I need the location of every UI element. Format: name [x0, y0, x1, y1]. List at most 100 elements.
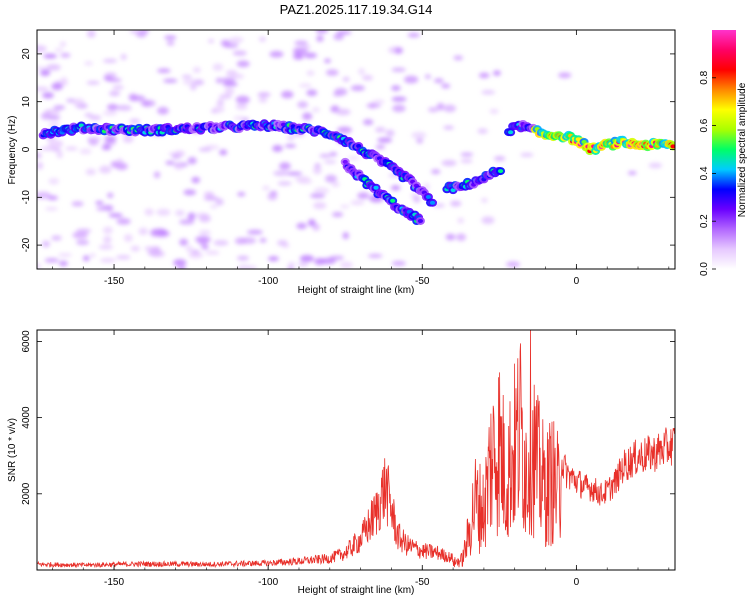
heatmap-speckle: [224, 87, 235, 95]
heatmap-speckle: [138, 30, 150, 34]
heatmap-speckle: [230, 73, 245, 80]
heatmap-speckle: [286, 171, 303, 176]
heatmap-speckle: [453, 55, 464, 61]
snr-x-tick-label: -50: [415, 577, 430, 588]
heatmap-speckle: [117, 106, 132, 112]
heatmap-speckle: [350, 85, 365, 92]
heatmap-speckle: [144, 208, 154, 216]
heatmap-speckle: [51, 235, 62, 241]
heatmap-background-speckle: [37, 30, 663, 269]
heatmap-speckle: [76, 228, 92, 234]
heatmap-speckle: [163, 78, 178, 83]
heatmap-speckle: [88, 141, 99, 146]
heatmap-speckle: [84, 61, 93, 66]
snr-panel: -150 -100 -50 0 2000 4000 6000 Height of stra…: [7, 329, 676, 596]
heatmap-speckle: [107, 192, 114, 199]
heatmap-speckle: [331, 181, 340, 188]
heatmap-speckle: [272, 144, 283, 152]
heatmap-speckle: [86, 30, 96, 38]
heatmap-speckle: [86, 80, 100, 85]
spectrogram-y-tick-label: 10: [21, 96, 32, 108]
heatmap-speckle: [299, 255, 314, 263]
heatmap-speckle: [212, 63, 224, 71]
heatmap-speckle: [76, 239, 90, 245]
heatmap-speckle: [215, 77, 223, 84]
heatmap-speckle: [259, 238, 267, 243]
heatmap-speckle: [258, 96, 268, 103]
heatmap-speckle: [259, 36, 266, 42]
heatmap-speckle: [342, 76, 350, 82]
colorbar-tick-label: 0.8: [699, 70, 710, 84]
colorbar-ticks: 0.0 0.2 0.4 0.6 0.8: [699, 70, 716, 276]
heatmap-speckle: [103, 236, 112, 244]
spectrogram-y-tick-label: -20: [21, 237, 32, 252]
heatmap-speckle: [301, 45, 311, 50]
heatmap-speckle: [235, 103, 248, 111]
heatmap-speckle: [201, 245, 209, 250]
colorbar-gradient: [712, 30, 736, 269]
heatmap-speckle: [208, 38, 215, 44]
heatmap-speckle: [234, 237, 247, 245]
heatmap-speckle: [174, 150, 186, 157]
heatmap-speckle: [120, 53, 127, 61]
heatmap-speckle: [277, 239, 288, 246]
heatmap-ridge-core: [425, 194, 432, 199]
heatmap-speckle: [190, 83, 197, 91]
heatmap-speckle: [179, 238, 189, 246]
heatmap-speckle: [95, 200, 104, 205]
heatmap-speckle: [391, 67, 406, 72]
heatmap-speckle: [164, 35, 177, 40]
heatmap-speckle: [185, 245, 194, 253]
heatmap-speckle: [44, 258, 59, 263]
heatmap-speckle: [192, 66, 201, 73]
heatmap-speckle: [220, 39, 231, 47]
heatmap-speckle: [558, 72, 572, 79]
heatmap-speckle: [221, 77, 236, 84]
heatmap-speckle: [297, 101, 309, 109]
heatmap-speckle: [340, 204, 350, 209]
heatmap-speckle: [37, 162, 43, 170]
heatmap-speckle: [337, 126, 352, 134]
heatmap-speckle: [41, 240, 51, 248]
heatmap-speckle: [306, 89, 318, 97]
heatmap-speckle: [198, 238, 209, 246]
heatmap-speckle: [213, 105, 225, 113]
heatmap-speckle: [72, 231, 88, 239]
spectrogram-x-ticks: -150 -100 -50 0: [52, 30, 670, 287]
heatmap-speckle: [489, 108, 499, 114]
heatmap-speckle: [325, 174, 337, 183]
colorbar-tick-label: 0.6: [699, 118, 710, 132]
heatmap-speckle: [299, 83, 312, 88]
heatmap-speckle: [101, 144, 112, 151]
heatmap-speckle: [106, 78, 122, 82]
snr-y-ticks: 2000 4000 6000: [21, 330, 675, 505]
spectrogram-x-tick-label: -100: [258, 276, 278, 287]
spectrogram-x-tick-label: 0: [574, 276, 580, 287]
heatmap-speckle: [377, 137, 393, 143]
heatmap-speckle: [269, 50, 284, 58]
heatmap-speckle: [246, 229, 263, 235]
heatmap-speckle: [40, 69, 51, 77]
heatmap-speckle: [403, 75, 419, 84]
heatmap-speckle: [294, 40, 308, 46]
heatmap-speckle: [116, 218, 131, 225]
heatmap-speckle: [287, 135, 295, 141]
heatmap-speckle: [237, 192, 246, 197]
heatmap-speckle: [109, 90, 121, 97]
heatmap-speckle: [455, 233, 467, 241]
heatmap-speckle: [441, 159, 457, 167]
heatmap-speckle: [60, 77, 68, 84]
heatmap-speckle: [334, 88, 348, 96]
snr-xlabel: Height of straight line (km): [298, 585, 415, 596]
snr-y-tick-label: 4000: [21, 406, 32, 429]
heatmap-speckle: [390, 185, 401, 191]
heatmap-speckle: [153, 171, 161, 179]
heatmap-speckle: [323, 159, 337, 164]
heatmap-speckle: [306, 70, 315, 76]
heatmap-speckle: [257, 92, 271, 97]
heatmap-speckle: [450, 200, 462, 207]
heatmap-speckle: [313, 166, 322, 175]
heatmap-speckle: [391, 85, 401, 91]
heatmap-speckle: [357, 192, 370, 200]
heatmap-speckle: [316, 35, 324, 42]
